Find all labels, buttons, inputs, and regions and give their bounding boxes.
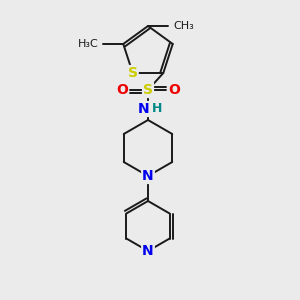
Text: S: S [128,66,138,80]
Text: N: N [138,102,150,116]
Text: N: N [142,169,154,183]
Text: O: O [168,83,180,97]
Text: H₃C: H₃C [77,39,98,49]
Text: CH₃: CH₃ [173,21,194,31]
Text: S: S [143,83,153,97]
Text: O: O [116,83,128,97]
Text: H: H [152,103,162,116]
Text: N: N [142,244,154,258]
